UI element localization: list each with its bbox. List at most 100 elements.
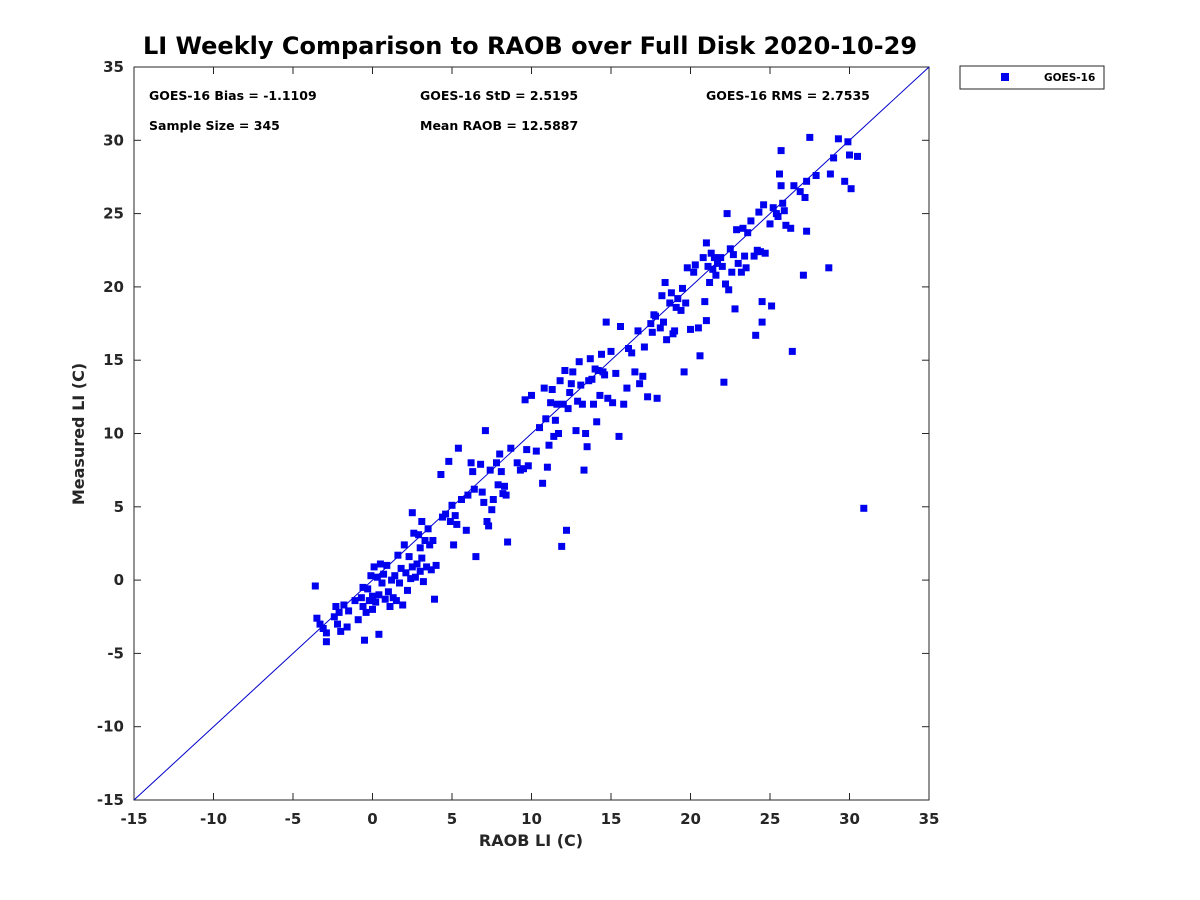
data-point: [507, 444, 515, 452]
data-point: [407, 575, 415, 583]
data-point: [523, 446, 531, 454]
data-point: [370, 563, 378, 571]
data-point: [612, 369, 620, 377]
data-point: [734, 259, 742, 267]
stat-bias: GOES-16 Bias = -1.1109: [149, 88, 317, 103]
data-point: [733, 226, 741, 234]
data-point: [671, 327, 679, 335]
data-point: [494, 481, 502, 489]
data-point: [701, 298, 709, 306]
data-point: [787, 224, 795, 232]
data-point: [497, 468, 505, 476]
data-point: [582, 430, 590, 437]
data-point: [496, 450, 504, 458]
data-point: [375, 591, 383, 599]
y-tick-label: -10: [97, 718, 124, 736]
reference-line-group: [133, 66, 930, 801]
x-tick-label: 35: [919, 810, 940, 828]
data-point: [375, 630, 383, 638]
data-point: [847, 185, 855, 193]
data-point: [513, 459, 521, 467]
data-point: [674, 295, 682, 303]
data-point: [343, 623, 351, 631]
data-point: [846, 151, 853, 159]
data-point: [667, 289, 675, 297]
data-point: [502, 491, 510, 499]
data-point: [704, 262, 712, 270]
data-point: [381, 595, 389, 603]
data-point: [481, 427, 489, 435]
data-point: [660, 318, 667, 326]
data-point: [453, 520, 461, 528]
data-point: [362, 608, 370, 616]
data-point: [489, 496, 497, 503]
one-to-one-line: [133, 66, 930, 801]
data-point: [644, 393, 652, 401]
data-point: [747, 217, 755, 225]
data-point: [399, 601, 407, 609]
data-point: [319, 625, 327, 632]
data-point: [788, 347, 796, 355]
data-point: [677, 306, 685, 314]
data-point: [702, 239, 710, 247]
data-point: [572, 427, 580, 435]
data-point: [335, 608, 343, 616]
data-point: [694, 324, 702, 332]
data-point: [478, 488, 486, 496]
data-point: [400, 541, 408, 549]
data-point: [723, 210, 731, 218]
data-point: [590, 400, 597, 408]
data-point: [774, 213, 782, 220]
data-point: [728, 268, 736, 276]
data-point: [758, 298, 766, 306]
data-point: [372, 598, 380, 606]
data-point: [357, 594, 365, 602]
data-point: [373, 573, 381, 581]
data-point: [661, 279, 669, 286]
data-point: [558, 542, 566, 550]
data-point: [742, 264, 750, 272]
data-point: [683, 264, 691, 272]
data-point: [588, 375, 596, 383]
data-point: [486, 466, 494, 474]
data-point: [472, 553, 480, 561]
data-point: [744, 229, 752, 237]
data-point: [386, 603, 394, 610]
data-point: [680, 368, 688, 376]
data-point: [528, 391, 535, 399]
data-point: [577, 381, 585, 389]
data-point: [332, 603, 340, 610]
data-point: [672, 303, 680, 311]
data-point: [761, 249, 769, 257]
data-point: [501, 482, 508, 490]
data-point: [707, 249, 715, 257]
data-point: [726, 245, 734, 253]
data-point: [413, 560, 421, 568]
data-point: [415, 531, 423, 539]
data-point: [658, 292, 666, 300]
data-point: [656, 324, 664, 332]
data-point: [423, 563, 431, 571]
data-point: [563, 526, 570, 534]
data-point: [427, 566, 435, 574]
data-point: [574, 397, 582, 405]
data-point: [777, 182, 785, 190]
data-point: [322, 638, 330, 646]
data-point: [367, 572, 375, 580]
data-point: [737, 268, 745, 276]
data-point: [825, 264, 833, 272]
data-point: [354, 616, 362, 624]
data-point: [803, 227, 811, 235]
data-point: [717, 254, 725, 262]
chart-title: LI Weekly Comparison to RAOB over Full D…: [143, 32, 917, 60]
data-point: [564, 405, 572, 413]
data-point: [702, 317, 710, 325]
y-tick-label: 30: [103, 131, 124, 149]
data-point: [777, 147, 785, 155]
data-point: [429, 537, 437, 544]
data-point: [757, 248, 764, 256]
data-point: [553, 400, 561, 408]
data-point: [758, 318, 766, 326]
data-point: [666, 299, 674, 307]
data-point: [539, 479, 547, 487]
